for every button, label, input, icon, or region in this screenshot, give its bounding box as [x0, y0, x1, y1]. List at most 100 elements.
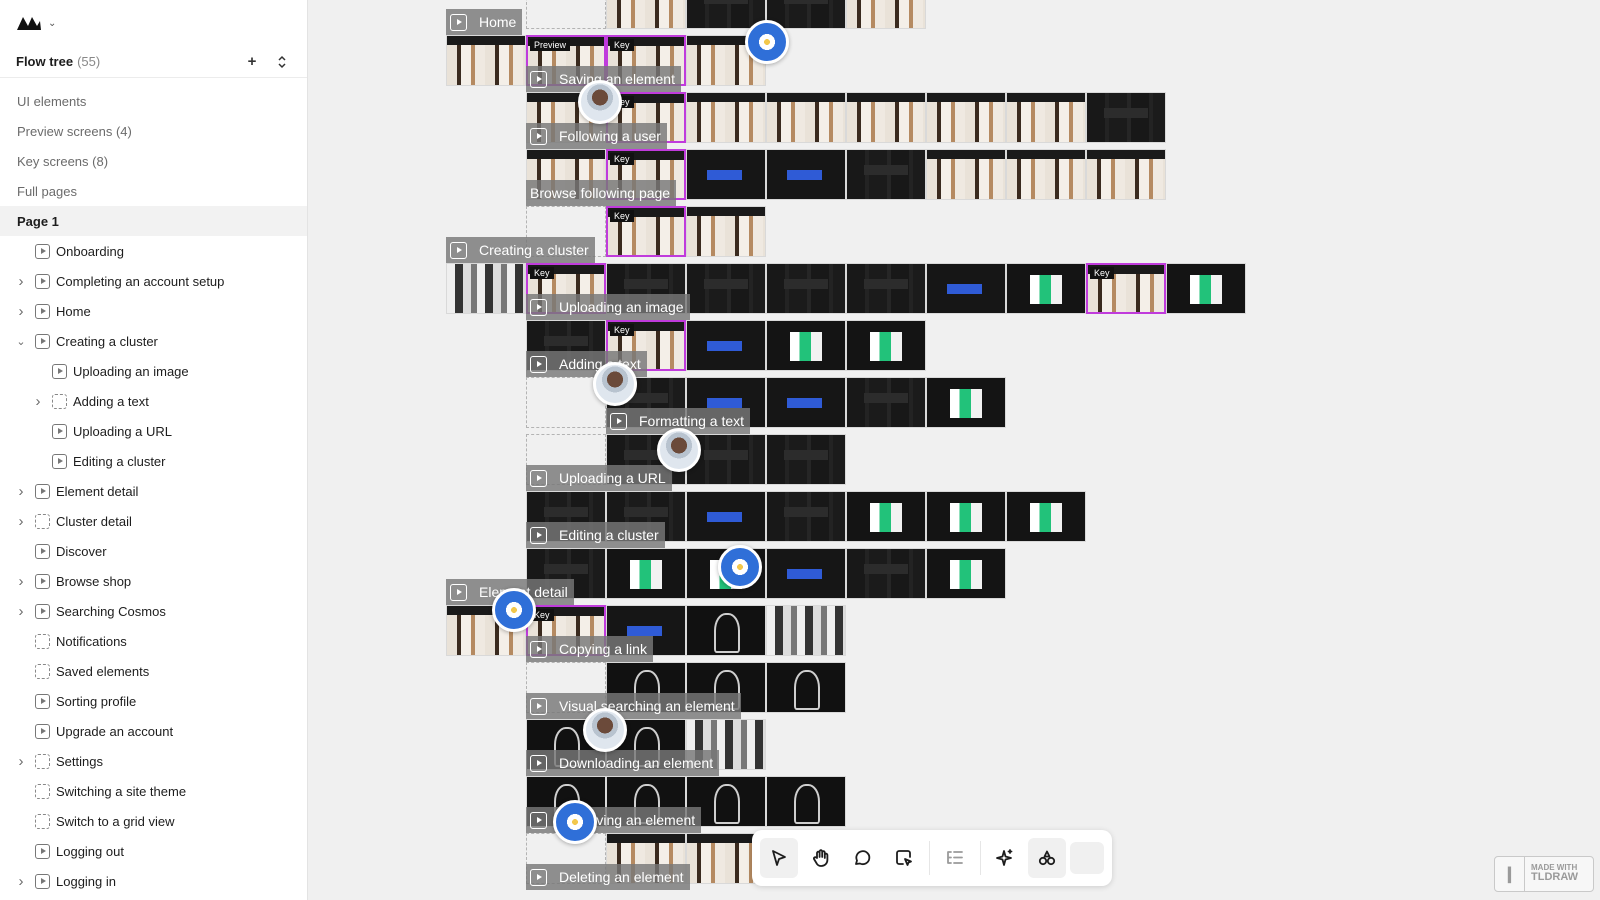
- screen-thumbnail[interactable]: [846, 377, 926, 428]
- tree-item-uploading-a-url[interactable]: Uploading a URL: [0, 416, 307, 446]
- screen-thumbnail[interactable]: [766, 662, 846, 713]
- screen-thumbnail[interactable]: [846, 92, 926, 143]
- screen-thumbnail[interactable]: [846, 149, 926, 200]
- screen-thumbnail[interactable]: [1006, 263, 1086, 314]
- flow-row-editing-a-cluster[interactable]: [526, 491, 1086, 542]
- screen-thumbnail[interactable]: [446, 263, 526, 314]
- chevron-right-icon[interactable]: ›: [18, 602, 24, 620]
- tree-item-sorting-profile[interactable]: Sorting profile: [0, 686, 307, 716]
- group-item-ui-elements[interactable]: UI elements: [17, 93, 87, 109]
- flow-label-following-a-user[interactable]: Following a user: [526, 123, 667, 149]
- screen-thumbnail[interactable]: [1006, 92, 1086, 143]
- tree-item-completing-an-account-setup[interactable]: › Completing an account setup: [0, 266, 307, 296]
- screen-thumbnail[interactable]: [846, 491, 926, 542]
- screen-thumbnail[interactable]: [606, 0, 686, 29]
- toolbar-empty-slot[interactable]: [1070, 842, 1104, 874]
- flow-label-visual-searching-an-element[interactable]: Visual searching an element: [526, 693, 741, 719]
- flow-row-following-a-user[interactable]: Key: [526, 92, 1166, 143]
- tree-item-home[interactable]: › Home: [0, 296, 307, 326]
- screen-thumbnail[interactable]: [1006, 149, 1086, 200]
- expand-collapse-button[interactable]: [273, 53, 291, 71]
- screen-thumbnail[interactable]: [766, 377, 846, 428]
- screen-thumbnail[interactable]: [686, 92, 766, 143]
- flow-row-home[interactable]: [526, 0, 926, 29]
- screen-thumbnail[interactable]: Key: [1086, 263, 1166, 314]
- chevron-right-icon[interactable]: ›: [18, 482, 24, 500]
- flow-row-removing-an-element[interactable]: [526, 776, 846, 827]
- screen-thumbnail[interactable]: [606, 548, 686, 599]
- flow-row-element-detail[interactable]: [526, 548, 1006, 599]
- tree-item-notifications[interactable]: Notifications: [0, 626, 307, 656]
- screen-thumbnail[interactable]: [1006, 491, 1086, 542]
- ai-sparkle-tool[interactable]: [987, 838, 1025, 878]
- screen-thumbnail[interactable]: [526, 0, 606, 29]
- workspace-switcher[interactable]: ⌄: [0, 0, 307, 46]
- outline-tool[interactable]: [936, 838, 974, 878]
- chevron-right-icon[interactable]: ›: [18, 752, 24, 770]
- screen-thumbnail[interactable]: [686, 491, 766, 542]
- tree-item-browse-shop[interactable]: › Browse shop: [0, 566, 307, 596]
- chevron-right-icon[interactable]: ›: [35, 392, 41, 410]
- screen-thumbnail[interactable]: [686, 263, 766, 314]
- screen-thumbnail[interactable]: [766, 605, 846, 656]
- screen-thumbnail[interactable]: [766, 776, 846, 827]
- tree-item-logging-in[interactable]: › Logging in: [0, 866, 307, 896]
- screen-thumbnail[interactable]: [926, 149, 1006, 200]
- screen-thumbnail[interactable]: [926, 263, 1006, 314]
- flow-label-copying-a-link[interactable]: Copying a link: [526, 636, 653, 662]
- chevron-right-icon[interactable]: ›: [18, 272, 24, 290]
- screen-thumbnail[interactable]: [446, 35, 526, 86]
- tree-item-logging-out[interactable]: Logging out: [0, 836, 307, 866]
- screen-thumbnail[interactable]: [846, 548, 926, 599]
- screen-thumbnail[interactable]: [766, 491, 846, 542]
- screen-thumbnail[interactable]: Key: [606, 206, 686, 257]
- flow-row-creating-a-cluster[interactable]: Key: [526, 206, 766, 257]
- frame-select-tool[interactable]: [885, 838, 923, 878]
- screen-thumbnail[interactable]: [846, 320, 926, 371]
- screen-thumbnail[interactable]: [926, 491, 1006, 542]
- flow-label-uploading-a-url[interactable]: Uploading a URL: [526, 465, 672, 491]
- chevron-right-icon[interactable]: ›: [18, 302, 24, 320]
- group-item-preview-screens[interactable]: Preview screens (4): [17, 123, 132, 139]
- flow-row-visual-searching-an-element[interactable]: [526, 662, 846, 713]
- flow-label-home[interactable]: Home: [446, 9, 523, 35]
- chevron-right-icon[interactable]: ›: [18, 512, 24, 530]
- screen-thumbnail[interactable]: [766, 149, 846, 200]
- screen-thumbnail[interactable]: [686, 206, 766, 257]
- made-with-tldraw-badge[interactable]: ❙ MADE WITH TLDRAW: [1494, 856, 1594, 892]
- screen-thumbnail[interactable]: [766, 320, 846, 371]
- chevron-down-icon[interactable]: ⌄: [16, 335, 26, 348]
- shapes-tool[interactable]: [1028, 838, 1067, 878]
- chevron-right-icon[interactable]: ›: [18, 572, 24, 590]
- tree-item-saved-elements[interactable]: Saved elements: [0, 656, 307, 686]
- tree-item-adding-a-text[interactable]: › Adding a text: [0, 386, 307, 416]
- tree-item-settings[interactable]: › Settings: [0, 746, 307, 776]
- tree-item-element-detail[interactable]: › Element detail: [0, 476, 307, 506]
- screen-thumbnail[interactable]: [766, 92, 846, 143]
- select-tool[interactable]: [760, 838, 798, 878]
- flow-label-creating-a-cluster[interactable]: Creating a cluster: [446, 237, 595, 263]
- tree-item-creating-a-cluster[interactable]: ⌄ Creating a cluster: [0, 326, 307, 356]
- screen-thumbnail[interactable]: [686, 149, 766, 200]
- group-item-key-screens[interactable]: Key screens (8): [17, 153, 109, 169]
- screen-thumbnail[interactable]: [686, 320, 766, 371]
- screen-thumbnail[interactable]: [1086, 92, 1166, 143]
- screen-thumbnail[interactable]: [766, 263, 846, 314]
- add-flow-button[interactable]: +: [247, 53, 257, 70]
- tree-item-onboarding[interactable]: Onboarding: [0, 236, 307, 266]
- group-item-full-pages[interactable]: Full pages: [17, 183, 77, 199]
- screen-thumbnail[interactable]: [686, 0, 766, 29]
- tree-item-upgrade-an-account[interactable]: Upgrade an account: [0, 716, 307, 746]
- flow-label-editing-a-cluster[interactable]: Editing a cluster: [526, 522, 665, 548]
- tree-item-switching-a-site-theme[interactable]: Switching a site theme: [0, 776, 307, 806]
- screen-thumbnail[interactable]: [926, 377, 1006, 428]
- screen-thumbnail[interactable]: [1166, 263, 1246, 314]
- chevron-right-icon[interactable]: ›: [18, 872, 24, 890]
- screen-thumbnail[interactable]: [926, 548, 1006, 599]
- flow-label-deleting-an-element[interactable]: Deleting an element: [526, 864, 690, 890]
- hand-tool[interactable]: [802, 838, 840, 878]
- flow-label-downloading-an-element[interactable]: Downloading an element: [526, 750, 720, 776]
- screen-thumbnail[interactable]: [846, 0, 926, 29]
- page-1-item[interactable]: Page 1: [0, 206, 307, 236]
